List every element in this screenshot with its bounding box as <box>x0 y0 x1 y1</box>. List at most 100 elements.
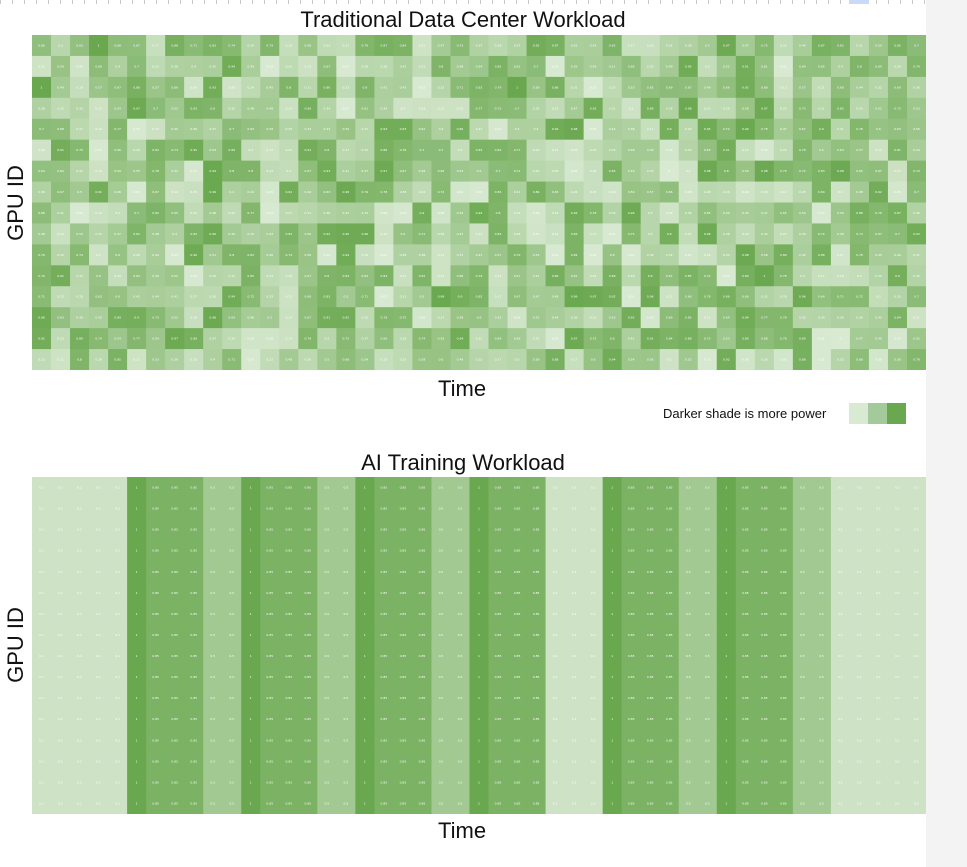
chart1-cell <box>51 55 71 78</box>
chart1-cell <box>70 160 90 183</box>
chart2-cell <box>165 708 185 731</box>
chart1-cell-value: 0.25 <box>57 106 64 110</box>
chart2-cell-value: 0.85 <box>647 717 654 721</box>
chart1-cell <box>222 307 242 329</box>
chart2-cell <box>678 582 699 604</box>
chart2-cell-value: 0.1 <box>895 654 900 658</box>
chart2-cell <box>165 771 185 794</box>
chart2-cell-value: 0.85 <box>171 486 178 490</box>
chart2-cell-value: 0.1 <box>838 717 843 721</box>
chart1-cell <box>431 349 451 370</box>
chart1-cell <box>507 286 528 308</box>
chart1-cell-value: 0.32 <box>95 232 102 236</box>
chart1-cell-value: 0.01 <box>381 295 388 299</box>
chart1-cell <box>355 181 375 203</box>
chart1-cell-value: 0.35 <box>894 295 901 299</box>
chart1-cell <box>298 244 318 266</box>
chart1-cell <box>165 118 185 141</box>
chart2-cell-value: 0.85 <box>647 654 654 658</box>
chart1-cell-value: 0.8 <box>210 106 215 110</box>
chart1-cell <box>754 244 775 266</box>
chart2-cell <box>89 603 109 625</box>
chart1-cell <box>868 55 889 78</box>
chart1-cell-value: 0.69 <box>875 64 882 68</box>
chart1-cell-value: 0.14 <box>285 106 292 110</box>
chart2-cell-value: 0.85 <box>761 675 768 679</box>
chart2-cell-value: 0.85 <box>628 486 635 490</box>
chart2-cell <box>412 624 432 646</box>
chart1-cell <box>811 307 832 329</box>
chart2-cell-value: 0.1 <box>857 591 862 595</box>
chart2-cell-value: 0.85 <box>190 654 197 658</box>
chart2-cell-value: 0.85 <box>533 612 540 616</box>
chart2-cell <box>127 540 147 562</box>
chart1-cell <box>811 55 832 78</box>
chart2-cell <box>184 687 204 710</box>
chart1-cell-value: 0.65 <box>171 211 178 215</box>
chart2-cell <box>374 750 394 773</box>
chart2-cell-value: 0.85 <box>190 801 197 805</box>
chart2-cell-value: 0.5 <box>229 717 234 721</box>
chart1-cell <box>659 181 680 203</box>
chart1-cell <box>108 244 128 266</box>
chart1-cell-value: 0.71 <box>362 295 369 299</box>
chart2-cell-value: 0.1 <box>115 801 120 805</box>
chart1-cell <box>279 265 299 287</box>
chart1-cell-value: 0.89 <box>228 148 235 152</box>
selected-sheet-cell[interactable] <box>849 0 869 4</box>
chart1-cell <box>868 286 889 308</box>
chart1-cell <box>279 202 299 224</box>
chart2-cell <box>602 540 623 562</box>
chart1-cell-value: 0.17 <box>628 43 635 47</box>
chart1-cell-value: 0.67 <box>514 295 521 299</box>
chart2-cell <box>830 729 851 752</box>
chart1-cell <box>412 55 432 78</box>
chart2-cell <box>564 666 585 689</box>
chart1-cell-value: 1 <box>516 85 518 89</box>
chart2-cell <box>203 666 223 689</box>
chart1-cell <box>108 139 128 162</box>
chart2-cell-value: 0.85 <box>514 759 521 763</box>
chart1-cell <box>355 55 375 78</box>
chart1-cell <box>260 265 280 287</box>
chart2-cell-value: 1 <box>364 759 366 763</box>
chart2-cell <box>32 792 52 814</box>
chart2-cell <box>108 792 128 814</box>
chart1-cell <box>545 160 566 183</box>
chart1-cell-value: 0.42 <box>533 274 540 278</box>
chart1-cell <box>374 55 394 78</box>
chart1-cell-value: 0.94 <box>457 337 464 341</box>
chart2-cell <box>184 624 204 646</box>
chart1-cell <box>545 244 566 266</box>
chart2-cell <box>51 792 71 814</box>
chart2-cell-value: 0.5 <box>819 633 824 637</box>
chart2-cell <box>108 666 128 689</box>
chart1-cell <box>583 160 604 183</box>
chart2-cell-value: 0.85 <box>400 738 407 742</box>
chart1-cell-value: 0.78 <box>799 148 806 152</box>
sheet-scroll-gutter[interactable] <box>926 0 967 867</box>
chart1-cell <box>393 76 413 99</box>
chart1-cell-value: 0.46 <box>114 190 121 194</box>
chart2-cell-value: 0.1 <box>857 696 862 700</box>
chart2-cell <box>887 540 908 562</box>
chart2-cell <box>146 666 166 689</box>
chart2-cell <box>697 582 718 604</box>
chart1-cell-value: 0.58 <box>266 127 273 131</box>
chart2-cell <box>108 561 128 583</box>
chart2-cell-value: 0.5 <box>324 633 329 637</box>
chart1-cell <box>640 265 661 287</box>
chart2-cell <box>583 708 604 731</box>
chart2-cell-value: 0.5 <box>343 654 348 658</box>
chart2-cell <box>374 792 394 814</box>
chart1-cell-value: 0.56 <box>304 232 311 236</box>
chart1-cell <box>659 244 680 266</box>
chart2-cell-value: 0.85 <box>761 654 768 658</box>
chart1-cell-value: 0.02 <box>552 64 559 68</box>
chart1-cell <box>374 35 394 57</box>
chart2-cell-value: 0.1 <box>857 549 862 553</box>
chart2-cell-value: 0.85 <box>285 486 292 490</box>
chart2-cell <box>640 771 661 794</box>
chart1-cell <box>298 307 318 329</box>
chart2-cell-value: 1 <box>136 780 138 784</box>
